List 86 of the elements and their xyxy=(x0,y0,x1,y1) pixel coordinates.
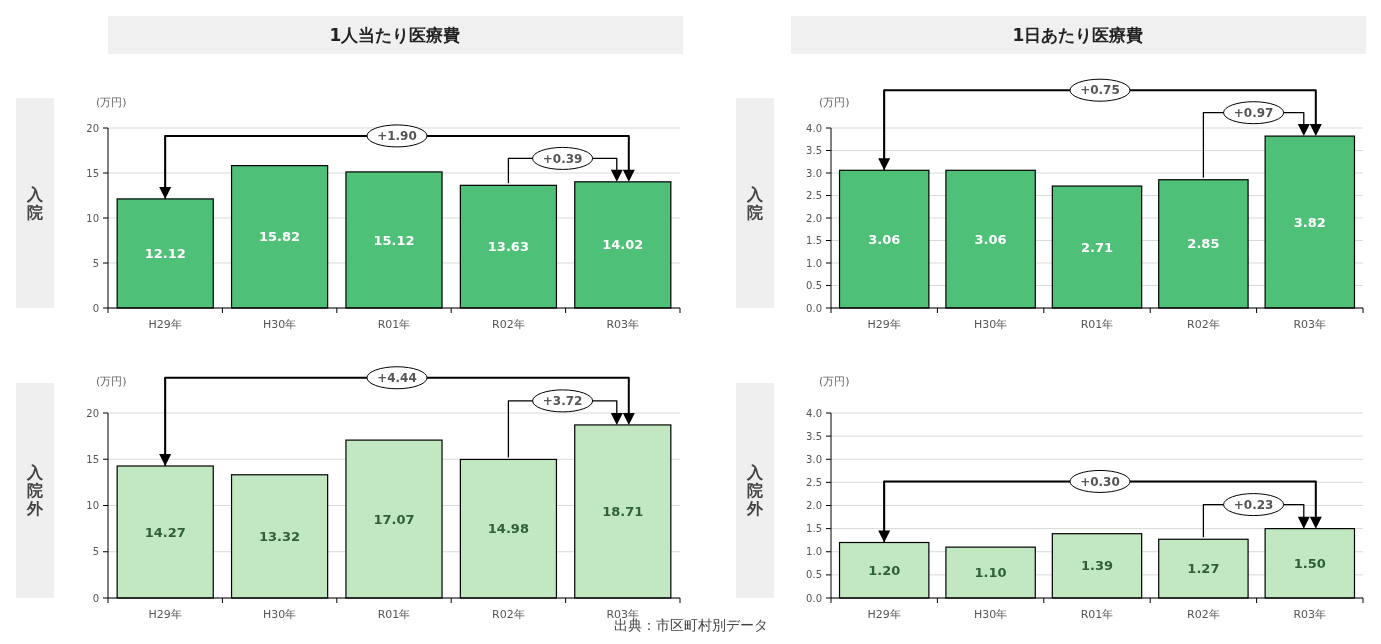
x-tick-label: H29年 xyxy=(148,318,182,331)
data-label: 3.06 xyxy=(974,231,1007,247)
y-axis-title: 入院 xyxy=(746,184,764,222)
text: (万円) xyxy=(96,96,127,109)
annotation: +0.23 xyxy=(1233,497,1274,512)
data-label: 1.50 xyxy=(1293,555,1326,571)
y-tick-label: 10 xyxy=(86,212,99,224)
data-label: 15.82 xyxy=(259,229,301,245)
x-tick-label: H29年 xyxy=(867,608,901,621)
x-tick-label: R01年 xyxy=(377,318,411,331)
data-label: 2.85 xyxy=(1187,236,1220,252)
y-axis-title: 入院外 xyxy=(26,463,44,519)
y-tick-label: 10 xyxy=(86,500,99,511)
y-tick-label: 3.5 xyxy=(806,430,822,442)
y-tick-label: 5 xyxy=(92,546,99,558)
data-label: 12.12 xyxy=(144,246,186,262)
y-axis-title: 入院外 xyxy=(746,463,764,519)
x-tick-label: H30年 xyxy=(973,318,1008,331)
y-tick-label: 0.5 xyxy=(806,569,822,581)
y-tick-label: 0.0 xyxy=(806,302,822,314)
annotation: +0.30 xyxy=(1080,474,1120,489)
data-label: 18.71 xyxy=(602,504,644,520)
x-tick-label: R03年 xyxy=(606,318,640,331)
y-tick-label: 2.5 xyxy=(806,190,822,201)
x-tick-label: R01年 xyxy=(1080,608,1114,621)
y-tick-label: 20 xyxy=(86,122,99,134)
data-label: 14.98 xyxy=(487,521,529,537)
x-tick-label: R03年 xyxy=(1293,608,1327,621)
y-tick-label: 4.0 xyxy=(806,407,822,419)
y-tick-label: 1.0 xyxy=(806,257,822,269)
y-tick-label: 2.0 xyxy=(806,500,822,511)
data-label: 1.39 xyxy=(1080,558,1114,574)
chart-title: 1日あたり医療費 xyxy=(1012,25,1144,45)
x-tick-label: R02年 xyxy=(1187,608,1220,621)
x-tick-label: H30年 xyxy=(262,318,297,331)
y-tick-label: 0 xyxy=(92,302,99,314)
data-label: 15.12 xyxy=(373,232,415,248)
x-tick-label: R01年 xyxy=(377,608,411,621)
text: (万円) xyxy=(819,96,850,109)
data-label: 1.10 xyxy=(974,565,1007,581)
data-label: 3.82 xyxy=(1293,214,1326,230)
y-tick-label: 15 xyxy=(86,453,99,465)
x-tick-label: R03年 xyxy=(1293,318,1327,331)
source-note: 出典：市区町村別データ xyxy=(614,617,768,633)
x-tick-label: R01年 xyxy=(1080,318,1114,331)
x-tick-label: H29年 xyxy=(867,318,901,331)
x-tick-label: R02年 xyxy=(1187,318,1220,331)
data-label: 13.63 xyxy=(487,239,529,255)
y-tick-label: 15 xyxy=(86,167,99,179)
y-tick-label: 5 xyxy=(92,257,99,269)
y-tick-label: 20 xyxy=(86,407,99,419)
y-tick-label: 1.0 xyxy=(806,546,822,558)
y-tick-label: 1.5 xyxy=(806,523,822,535)
data-label: 13.32 xyxy=(259,528,301,544)
x-tick-label: R02年 xyxy=(492,318,525,331)
y-tick-label: 3.0 xyxy=(806,453,822,465)
x-tick-label: R02年 xyxy=(492,608,525,621)
text: +0.75 xyxy=(1080,83,1120,98)
annotation: +0.39 xyxy=(542,151,583,166)
x-tick-label: H30年 xyxy=(973,608,1008,621)
data-label: 14.27 xyxy=(144,524,186,540)
data-label: 14.02 xyxy=(602,237,644,253)
y-tick-label: 1.5 xyxy=(806,235,822,246)
data-label: 1.20 xyxy=(868,562,901,578)
y-tick-label: 2.5 xyxy=(806,476,822,488)
y-tick-label: 3.5 xyxy=(806,145,822,156)
data-label: 2.71 xyxy=(1080,239,1114,255)
text: (万円) xyxy=(96,375,127,388)
text: +4.44 xyxy=(377,370,417,385)
text: (万円) xyxy=(819,375,850,388)
y-tick-label: 0.0 xyxy=(806,592,822,604)
data-label: 3.06 xyxy=(868,231,901,247)
y-tick-label: 4.0 xyxy=(806,122,822,134)
text: +3.72 xyxy=(542,394,583,409)
data-label: 17.07 xyxy=(373,511,415,527)
annotation: +1.90 xyxy=(377,129,417,144)
x-tick-label: H30年 xyxy=(262,608,297,621)
y-axis-title: 入院 xyxy=(26,184,44,222)
chart-title: 1人当たり医療費 xyxy=(329,25,461,45)
y-tick-label: 0.5 xyxy=(806,280,822,291)
text: +0.97 xyxy=(1233,105,1274,120)
data-label: 1.27 xyxy=(1187,561,1220,577)
y-tick-label: 2.0 xyxy=(806,212,822,224)
y-tick-label: 3.0 xyxy=(806,167,822,179)
x-tick-label: H29年 xyxy=(148,608,182,621)
y-tick-label: 0 xyxy=(92,592,99,604)
